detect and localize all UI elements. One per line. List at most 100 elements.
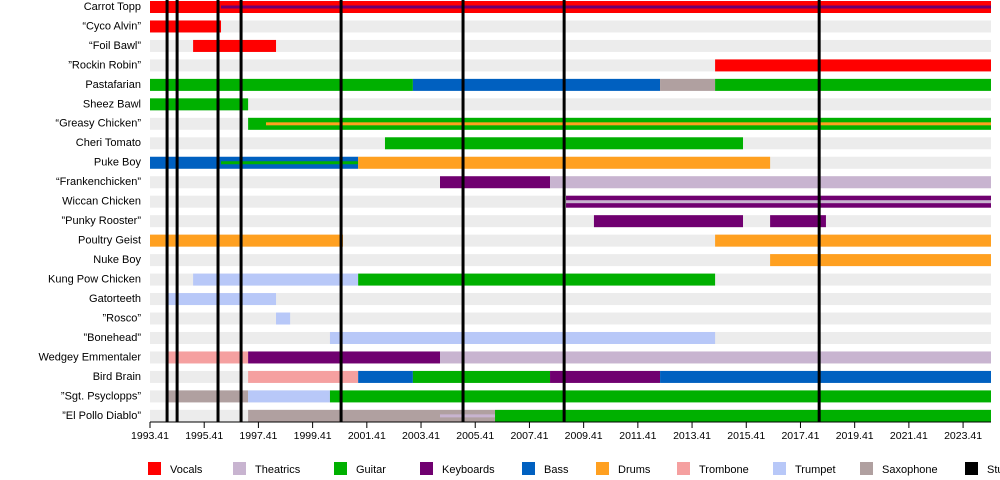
row-background [150,312,991,325]
role-bar [248,351,440,364]
row-label: “Frankenchicken” [56,176,141,188]
legend-swatch [965,462,978,475]
role-bar [165,351,249,364]
x-tick-label: 1999.41 [294,430,332,442]
role-bar [329,390,991,403]
row-label: Puke Boy [94,157,142,169]
row-label: ”Rockin Robin” [68,59,141,71]
x-tick-label: 2023.41 [944,430,982,442]
row-label: Poultry Geist [78,235,141,247]
role-bar [358,273,716,286]
row-label: Pastafarian [85,79,141,91]
row-label: Wedgey Emmentaler [38,351,141,363]
x-tick-label: 2019.41 [836,430,874,442]
role-bar [165,293,277,306]
legend-label: Trombone [699,464,749,476]
x-tick-label: 2021.41 [890,430,928,442]
secondary-role-bar [566,200,991,204]
legend-label: Theatrics [255,464,301,476]
legend-label: Studio albums [987,464,1000,476]
role-bar [440,176,551,189]
role-bar [412,370,551,383]
role-bar [412,78,661,91]
role-bar [193,39,277,52]
role-bar [715,78,991,91]
x-tick-label: 2003.41 [402,430,440,442]
row-background [150,293,991,306]
x-tick-label: 2017.41 [781,430,819,442]
legend-label: Drums [618,464,651,476]
role-bar [550,370,661,383]
row-background [150,20,991,33]
row-label: “Greasy Chicken” [55,118,141,130]
role-bar [593,215,744,228]
legend-label: Trumpet [795,464,836,476]
row-label: ”Punky Rooster” [62,215,142,227]
row-label: ”Sgt. Psyclopps” [61,390,141,402]
row-label: Wiccan Chicken [62,196,141,208]
x-tick-label: 2005.41 [456,430,494,442]
row-label: Sheez Bawl [83,98,141,110]
role-bar [150,234,343,247]
role-bar [329,331,716,344]
x-tick-label: 2009.41 [565,430,603,442]
x-tick-label: 2015.41 [727,430,765,442]
secondary-role-bar [221,161,359,165]
role-bar [495,409,991,422]
row-label: “Cyco Alvin” [82,20,141,32]
legend-label: Saxophone [882,464,938,476]
row-background [150,39,991,52]
role-bar [193,273,359,286]
role-bar [715,234,991,247]
row-background [150,254,991,267]
x-tick-label: 2013.41 [673,430,711,442]
legend-swatch [596,462,609,475]
role-bar [248,409,496,422]
secondary-role-bar [440,414,496,418]
secondary-role-bar [221,5,991,9]
role-bar [358,370,413,383]
role-bar [715,59,991,72]
row-label: ”Bonehead” [84,332,142,344]
role-bar [276,312,291,325]
secondary-role-bar [266,122,991,126]
legend-label: Keyboards [442,464,495,476]
row-background [150,215,991,228]
legend-swatch [860,462,873,475]
legend-swatch [420,462,433,475]
role-bar [165,390,249,403]
role-bar [150,78,413,91]
legend-label: Guitar [356,464,386,476]
legend-swatch [677,462,690,475]
role-bar [248,370,359,383]
legend-swatch [522,462,535,475]
legend-swatch [773,462,786,475]
role-bar [550,176,991,189]
legend-label: Vocals [170,464,203,476]
row-background [150,98,991,111]
x-tick-label: 1995.41 [185,430,223,442]
row-label: Kung Pow Chicken [48,273,141,285]
role-bar [770,215,826,228]
row-label: Gatorteeth [89,293,141,305]
row-label: Carrot Topp [84,1,141,13]
role-bar [150,20,222,33]
row-label: ”El Pollo Diablo” [62,410,141,422]
role-bar [770,254,991,267]
row-label: “Foil Bawl” [89,40,141,52]
row-label: Cheri Tomato [76,137,141,149]
role-bar [150,98,249,111]
x-tick-label: 1997.41 [239,430,277,442]
x-tick-label: 2001.41 [348,430,386,442]
role-bar [248,390,330,403]
x-tick-label: 2007.41 [510,430,548,442]
row-label: ”Rosco” [102,312,141,324]
legend-swatch [334,462,347,475]
legend-label: Bass [544,464,569,476]
row-label: Bird Brain [93,371,141,383]
row-label: Nuke Boy [93,254,141,266]
x-tick-label: 1993.41 [131,430,169,442]
role-bar [660,370,991,383]
role-bar [440,351,991,364]
